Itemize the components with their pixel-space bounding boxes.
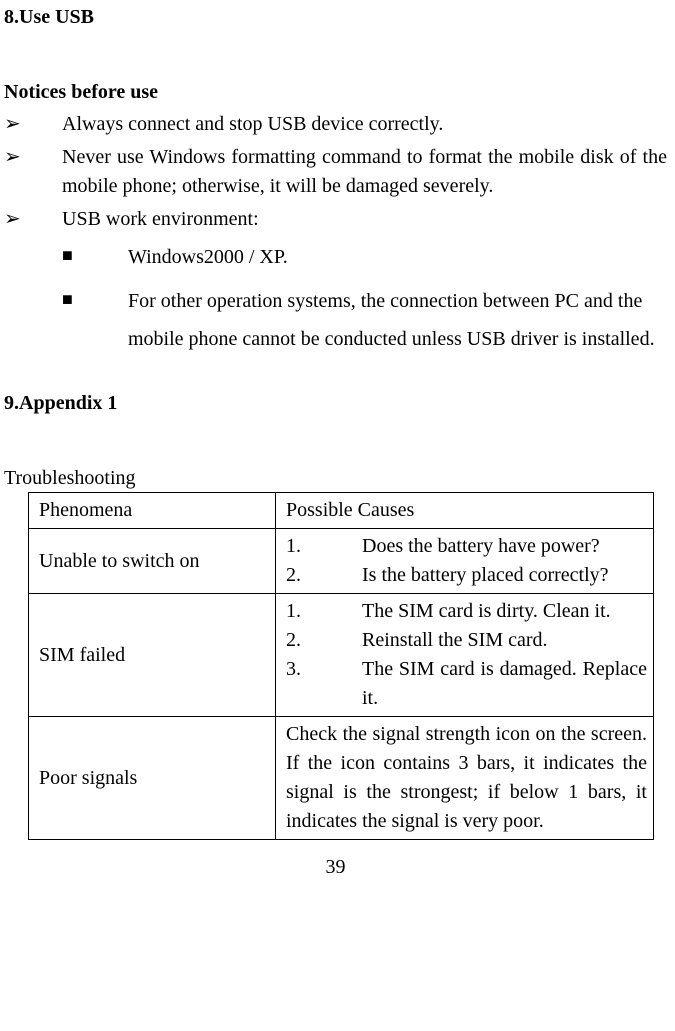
table-header-cell: Phenomena	[29, 493, 276, 529]
num-text: Reinstall the SIM card.	[362, 626, 647, 655]
table-cell: Check the signal strength icon on the sc…	[276, 717, 654, 840]
num-label: 3.	[286, 655, 362, 713]
list-item: ■ For other operation systems, the conne…	[4, 282, 667, 358]
list-item: ➢ Always connect and stop USB device cor…	[4, 110, 667, 139]
notices-list: ➢ Always connect and stop USB device cor…	[4, 110, 667, 358]
list-item-text: Always connect and stop USB device corre…	[62, 110, 667, 139]
notices-subtitle: Notices before use	[4, 81, 667, 104]
num-label: 2.	[286, 561, 362, 590]
num-label: 1.	[286, 532, 362, 561]
table-cell: Poor signals	[29, 717, 276, 840]
list-item-text: USB work environment:	[62, 205, 667, 234]
section-9-title: 9.Appendix 1	[4, 392, 667, 415]
page-number: 39	[4, 856, 667, 879]
num-label: 2.	[286, 626, 362, 655]
arrow-icon: ➢	[4, 143, 62, 172]
section-8-title: 8.Use USB	[4, 6, 667, 29]
arrow-icon: ➢	[4, 110, 62, 139]
num-label: 1.	[286, 597, 362, 626]
table-row: Phenomena Possible Causes	[29, 493, 654, 529]
list-item-text: Windows2000 / XP.	[128, 238, 667, 276]
square-icon: ■	[62, 238, 128, 272]
list-item: ➢ USB work environment:	[4, 205, 667, 234]
table-cell: 1. The SIM card is dirty. Clean it. 2. R…	[276, 594, 654, 717]
table-header-cell: Possible Causes	[276, 493, 654, 529]
list-item-text: Never use Windows formatting command to …	[62, 143, 667, 201]
table-row: Unable to switch on 1. Does the battery …	[29, 529, 654, 594]
arrow-icon: ➢	[4, 205, 62, 234]
num-text: Does the battery have power?	[362, 532, 647, 561]
num-text: The SIM card is damaged. Replace it.	[362, 655, 647, 713]
table-cell: SIM failed	[29, 594, 276, 717]
troubleshooting-table: Phenomena Possible Causes Unable to swit…	[28, 492, 654, 840]
list-item: ■ Windows2000 / XP.	[4, 238, 667, 276]
table-caption: Troubleshooting	[4, 467, 667, 490]
list-item: ➢ Never use Windows formatting command t…	[4, 143, 667, 201]
square-icon: ■	[62, 282, 128, 316]
table-row: Poor signals Check the signal strength i…	[29, 717, 654, 840]
table-cell: Unable to switch on	[29, 529, 276, 594]
num-text: The SIM card is dirty. Clean it.	[362, 597, 647, 626]
list-item-text: For other operation systems, the connect…	[128, 282, 667, 358]
table-row: SIM failed 1. The SIM card is dirty. Cle…	[29, 594, 654, 717]
table-cell: 1. Does the battery have power? 2. Is th…	[276, 529, 654, 594]
num-text: Is the battery placed correctly?	[362, 561, 647, 590]
